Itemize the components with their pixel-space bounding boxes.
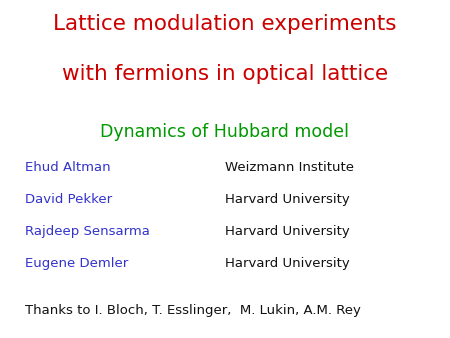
Text: Eugene Demler: Eugene Demler — [25, 257, 128, 270]
Text: Lattice modulation experiments: Lattice modulation experiments — [53, 14, 397, 33]
Text: Harvard University: Harvard University — [225, 225, 350, 238]
Text: Dynamics of Hubbard model: Dynamics of Hubbard model — [100, 123, 350, 141]
Text: David Pekker: David Pekker — [25, 193, 112, 206]
Text: Ehud Altman: Ehud Altman — [25, 161, 110, 173]
Text: with fermions in optical lattice: with fermions in optical lattice — [62, 64, 388, 84]
Text: Weizmann Institute: Weizmann Institute — [225, 161, 354, 173]
Text: Harvard University: Harvard University — [225, 257, 350, 270]
Text: Rajdeep Sensarma: Rajdeep Sensarma — [25, 225, 149, 238]
Text: Harvard University: Harvard University — [225, 193, 350, 206]
Text: Thanks to I. Bloch, T. Esslinger,  M. Lukin, A.M. Rey: Thanks to I. Bloch, T. Esslinger, M. Luk… — [25, 304, 360, 317]
